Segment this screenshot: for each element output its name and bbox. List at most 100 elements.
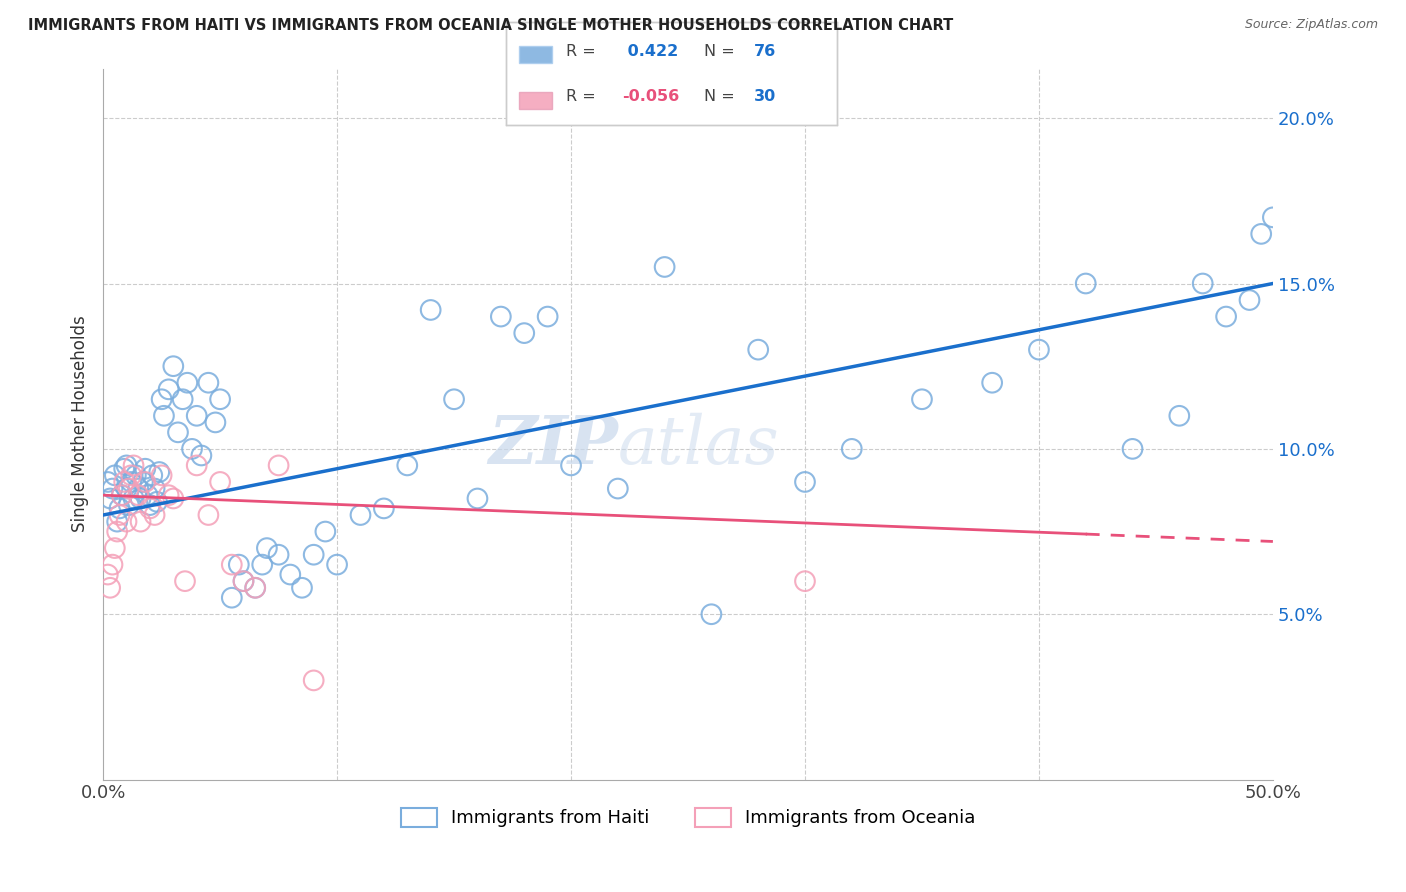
Point xyxy=(139,498,162,512)
Point xyxy=(101,558,124,572)
Y-axis label: Single Mother Households: Single Mother Households xyxy=(72,316,89,533)
Text: -0.056: -0.056 xyxy=(621,88,679,103)
Point xyxy=(122,491,145,506)
Point xyxy=(250,558,273,572)
Point xyxy=(162,359,184,374)
Point xyxy=(302,673,325,688)
Point xyxy=(132,475,155,489)
Point xyxy=(104,541,127,555)
Point xyxy=(112,475,135,489)
Point xyxy=(157,382,180,396)
Point xyxy=(267,548,290,562)
Point xyxy=(115,458,138,473)
Point xyxy=(700,607,723,622)
Text: 76: 76 xyxy=(754,44,776,59)
Point xyxy=(204,416,226,430)
Point xyxy=(186,458,208,473)
Text: 30: 30 xyxy=(754,88,776,103)
Bar xyxy=(519,92,553,110)
Point xyxy=(1191,277,1213,291)
Point xyxy=(122,458,145,473)
Point xyxy=(120,468,142,483)
Point xyxy=(98,491,121,506)
Point xyxy=(489,310,512,324)
Text: R =: R = xyxy=(565,44,600,59)
Point xyxy=(209,392,232,407)
Point xyxy=(176,376,198,390)
Point xyxy=(150,468,173,483)
Point xyxy=(115,482,138,496)
Point xyxy=(232,574,254,589)
Point xyxy=(256,541,278,555)
Point xyxy=(105,524,128,539)
Point xyxy=(162,491,184,506)
Point xyxy=(443,392,465,407)
Text: R =: R = xyxy=(565,88,600,103)
Point xyxy=(139,501,162,516)
Point xyxy=(167,425,190,440)
Point xyxy=(134,475,156,489)
Point xyxy=(291,581,314,595)
Point xyxy=(221,558,243,572)
Point xyxy=(172,392,194,407)
Point xyxy=(396,458,419,473)
Point xyxy=(841,442,863,456)
Point xyxy=(136,488,159,502)
Point xyxy=(278,567,301,582)
Point xyxy=(115,515,138,529)
Point xyxy=(181,442,204,456)
Point xyxy=(794,475,817,489)
Point xyxy=(150,392,173,407)
Point xyxy=(146,495,169,509)
Point xyxy=(148,465,170,479)
Point xyxy=(174,574,197,589)
Point xyxy=(1168,409,1191,423)
Point xyxy=(186,409,208,423)
Point xyxy=(153,409,176,423)
Point xyxy=(349,508,371,522)
Point xyxy=(373,501,395,516)
Legend: Immigrants from Haiti, Immigrants from Oceania: Immigrants from Haiti, Immigrants from O… xyxy=(394,801,983,835)
Point xyxy=(911,392,934,407)
Text: atlas: atlas xyxy=(617,413,779,478)
Point xyxy=(302,548,325,562)
Point xyxy=(97,567,120,582)
Point xyxy=(326,558,349,572)
Point xyxy=(537,310,560,324)
Text: 0.422: 0.422 xyxy=(621,44,678,59)
Point xyxy=(1239,293,1261,307)
Point xyxy=(101,482,124,496)
Point xyxy=(111,488,134,502)
Point xyxy=(467,491,489,506)
Text: N =: N = xyxy=(704,88,741,103)
Point xyxy=(1121,442,1143,456)
Point xyxy=(112,461,135,475)
Point xyxy=(794,574,817,589)
Point xyxy=(143,508,166,522)
Point xyxy=(157,488,180,502)
Point xyxy=(228,558,250,572)
Point xyxy=(654,260,676,274)
Point xyxy=(1028,343,1050,357)
Point xyxy=(108,508,131,522)
Point xyxy=(245,581,267,595)
Point xyxy=(127,482,149,496)
Point xyxy=(120,475,142,489)
Point xyxy=(141,468,163,483)
Point xyxy=(560,458,582,473)
Point xyxy=(513,326,536,340)
Text: ZIP: ZIP xyxy=(488,413,617,478)
Point xyxy=(190,449,212,463)
Text: Source: ZipAtlas.com: Source: ZipAtlas.com xyxy=(1244,18,1378,31)
Point xyxy=(606,482,628,496)
Point xyxy=(118,482,141,496)
Point xyxy=(981,376,1004,390)
Point xyxy=(419,302,441,317)
Point xyxy=(267,458,290,473)
Point xyxy=(118,498,141,512)
Point xyxy=(111,488,134,502)
Point xyxy=(1074,277,1097,291)
Point xyxy=(197,376,219,390)
Point xyxy=(129,515,152,529)
Point xyxy=(125,468,148,483)
